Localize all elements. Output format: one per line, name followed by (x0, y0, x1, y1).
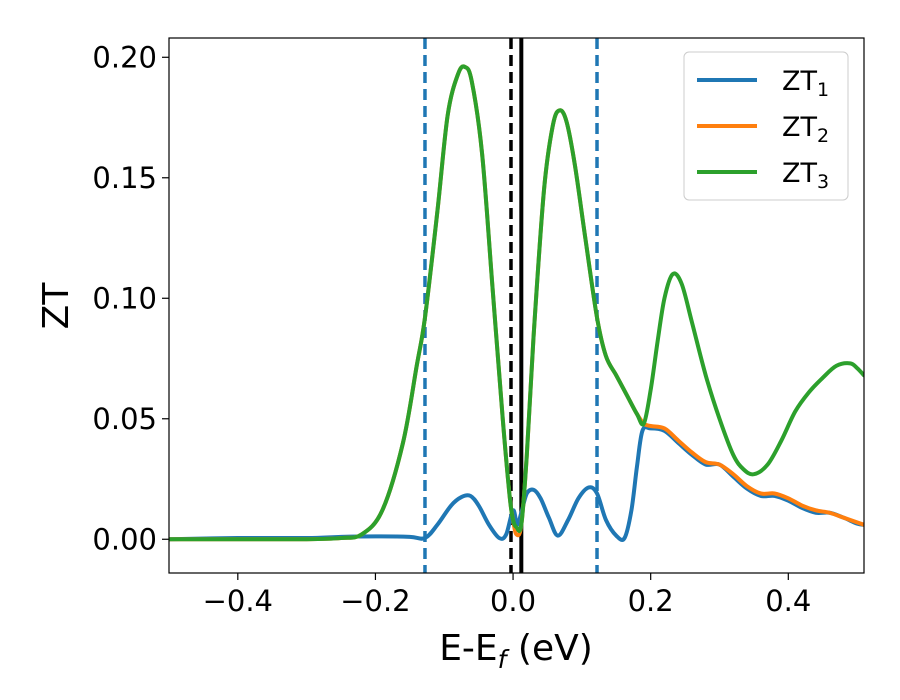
x-tick-label: 0.0 (490, 584, 536, 618)
x-axis-label-main: E-E (439, 628, 497, 669)
y-tick-label: 0.00 (92, 522, 157, 556)
x-tick-label: −0.4 (203, 584, 273, 618)
y-tick-label: 0.20 (92, 40, 157, 74)
x-tick-label: −0.2 (340, 584, 410, 618)
x-axis-label: E-Ef (eV) (439, 628, 593, 674)
x-tick-label: 0.2 (628, 584, 674, 618)
y-tick-label: 0.05 (92, 402, 157, 436)
y-tick-label: 0.15 (92, 161, 157, 195)
y-tick-label: 0.10 (92, 281, 157, 315)
legend: ZT1ZT2ZT3 (684, 52, 848, 200)
x-tick-label: 0.4 (765, 584, 811, 618)
x-axis-label-unit: (eV) (506, 628, 592, 669)
y-axis-label: ZT (36, 282, 77, 330)
